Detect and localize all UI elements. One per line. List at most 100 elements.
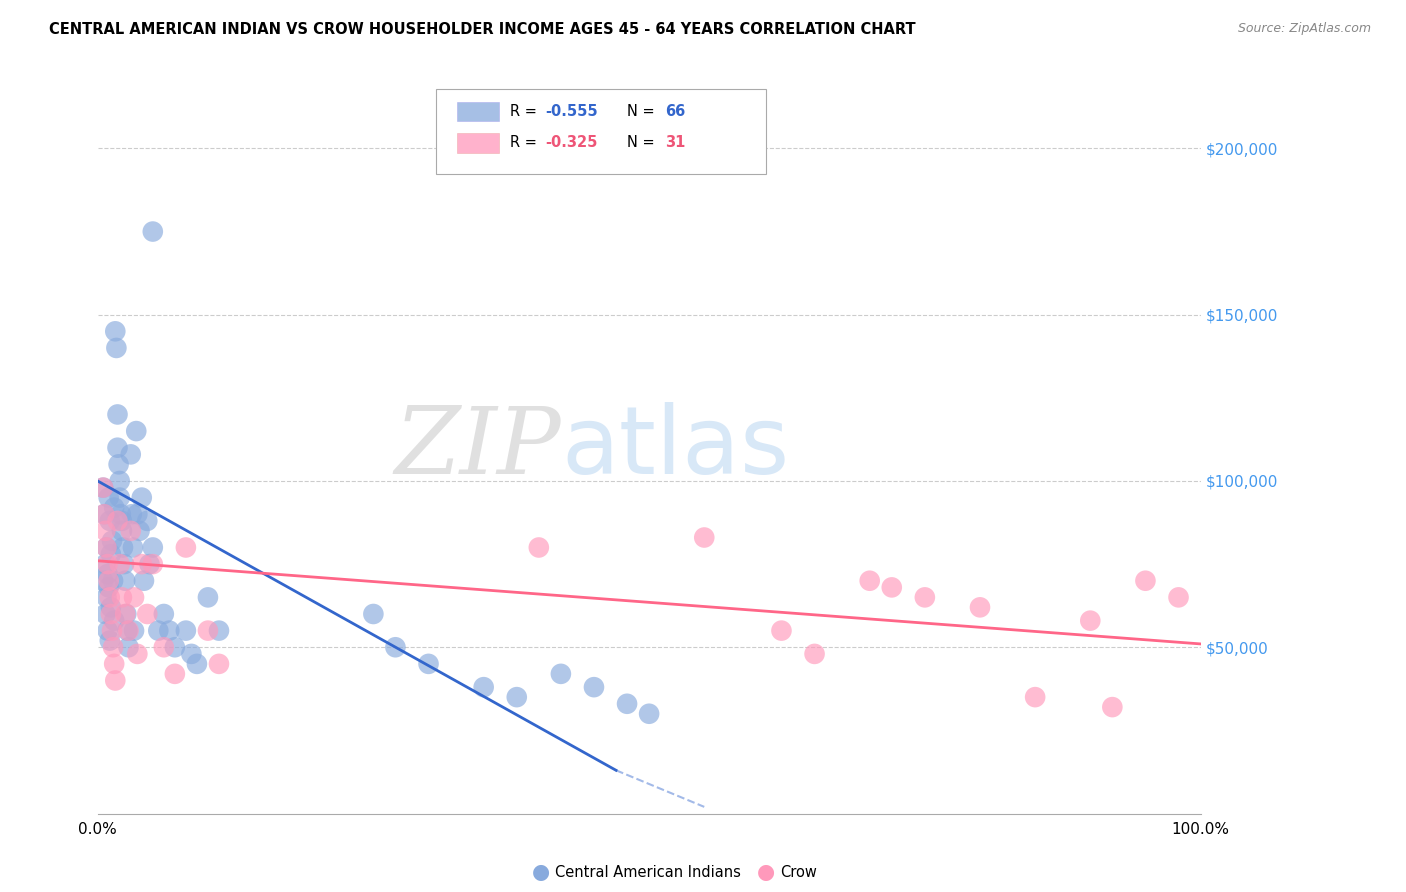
Point: [94, 524, 117, 538]
Text: N =: N =: [627, 104, 659, 119]
Point: [128, 524, 150, 538]
Text: Central American Indians: Central American Indians: [555, 865, 741, 880]
Point: [197, 624, 219, 638]
Point: [100, 547, 122, 561]
Point: [91, 481, 114, 495]
Point: [111, 514, 134, 528]
Point: [97, 574, 120, 588]
Point: [208, 657, 231, 671]
Text: -0.325: -0.325: [546, 136, 598, 150]
Text: -0.555: -0.555: [546, 104, 598, 119]
Point: [138, 557, 160, 571]
Point: [142, 541, 165, 555]
Point: [117, 624, 139, 638]
Point: [110, 507, 132, 521]
Text: Crow: Crow: [780, 865, 817, 880]
Point: [96, 541, 118, 555]
Point: [174, 624, 197, 638]
Point: [111, 591, 134, 605]
Text: N =: N =: [627, 136, 659, 150]
Point: [100, 600, 122, 615]
Point: [91, 574, 114, 588]
Text: ●: ●: [533, 863, 550, 882]
Point: [180, 647, 202, 661]
Point: [107, 441, 129, 455]
Point: [148, 624, 170, 638]
Point: [98, 633, 121, 648]
Point: [97, 624, 120, 638]
Point: [101, 574, 124, 588]
Point: [132, 574, 155, 588]
Point: [104, 673, 127, 688]
Point: [101, 640, 124, 655]
Point: [114, 607, 136, 621]
Text: CENTRAL AMERICAN INDIAN VS CROW HOUSEHOLDER INCOME AGES 45 - 64 YEARS CORRELATIO: CENTRAL AMERICAN INDIAN VS CROW HOUSEHOL…: [49, 22, 915, 37]
Point: [120, 447, 142, 461]
Point: [1078, 614, 1101, 628]
Point: [638, 706, 661, 721]
Point: [101, 533, 124, 548]
Point: [122, 541, 145, 555]
Point: [96, 541, 118, 555]
Text: ZIP: ZIP: [394, 402, 561, 492]
Point: [125, 424, 148, 438]
Point: [208, 624, 231, 638]
Point: [1135, 574, 1157, 588]
Point: [108, 474, 131, 488]
Point: [120, 524, 142, 538]
Point: [108, 557, 131, 571]
Point: [693, 531, 716, 545]
Point: [186, 657, 208, 671]
Point: [93, 507, 115, 521]
Text: 66: 66: [665, 104, 685, 119]
Point: [122, 624, 145, 638]
Point: [153, 607, 176, 621]
Point: [174, 541, 197, 555]
Point: [527, 541, 550, 555]
Point: [107, 514, 129, 528]
Point: [103, 500, 125, 515]
Point: [111, 541, 134, 555]
Point: [97, 581, 120, 595]
Point: [418, 657, 440, 671]
Point: [96, 591, 118, 605]
Point: [142, 557, 165, 571]
Point: [157, 624, 180, 638]
Point: [472, 680, 495, 694]
Point: [97, 491, 120, 505]
Point: [115, 607, 138, 621]
Point: [117, 640, 139, 655]
Point: [94, 557, 117, 571]
Point: [127, 507, 149, 521]
Text: atlas: atlas: [561, 401, 789, 493]
Text: R =: R =: [510, 136, 541, 150]
Point: [131, 491, 153, 505]
Point: [1101, 700, 1123, 714]
Point: [163, 666, 186, 681]
Point: [98, 514, 121, 528]
Point: [197, 591, 219, 605]
Point: [969, 600, 991, 615]
Point: [101, 624, 124, 638]
Point: [100, 607, 122, 621]
Text: R =: R =: [510, 104, 541, 119]
Point: [136, 607, 159, 621]
Point: [98, 591, 121, 605]
Point: [104, 324, 127, 338]
Text: ●: ●: [758, 863, 775, 882]
Point: [94, 607, 117, 621]
Point: [112, 557, 135, 571]
Text: Source: ZipAtlas.com: Source: ZipAtlas.com: [1237, 22, 1371, 36]
Point: [127, 647, 149, 661]
Point: [121, 507, 143, 521]
Point: [582, 680, 605, 694]
Point: [550, 666, 572, 681]
Point: [859, 574, 882, 588]
Point: [111, 524, 134, 538]
Text: 31: 31: [665, 136, 685, 150]
Point: [93, 507, 115, 521]
Point: [880, 581, 903, 595]
Point: [97, 567, 120, 582]
Point: [803, 647, 825, 661]
Point: [122, 591, 145, 605]
